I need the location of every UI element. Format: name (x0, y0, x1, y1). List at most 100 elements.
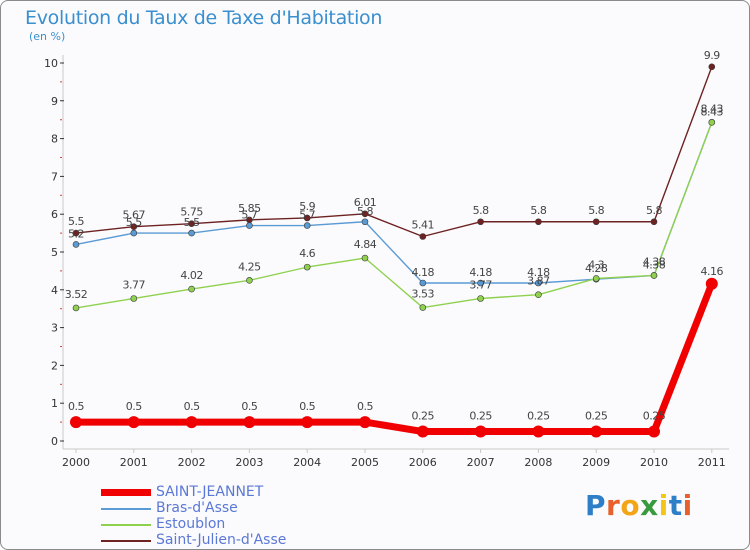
data-label: 4.02 (180, 269, 203, 282)
data-point (127, 416, 140, 429)
data-label: 5.5 (126, 216, 142, 229)
logo-letter: i (682, 489, 693, 522)
data-label: 0.5 (241, 400, 257, 413)
data-label: 0.25 (643, 410, 666, 423)
data-label: 8.43 (701, 105, 724, 118)
data-point (243, 416, 256, 429)
y-tick-label: 1 (51, 397, 58, 410)
y-tick-label: 6 (51, 208, 58, 221)
series-line-0 (72, 280, 716, 436)
data-label: 4.38 (643, 258, 666, 271)
data-point (361, 218, 369, 226)
proxiti-logo: Proxiti (585, 489, 693, 522)
data-point (592, 218, 600, 226)
data-point (301, 416, 314, 429)
logo-letter: o (620, 489, 641, 522)
data-point (592, 275, 600, 282)
data-point (705, 277, 718, 290)
data-label: 4.16 (701, 265, 724, 278)
y-tick-label: 9 (51, 95, 58, 108)
y-tick-label: 10 (44, 57, 58, 70)
data-label: 5.9 (299, 200, 315, 213)
x-tick-label: 2008 (524, 456, 552, 469)
data-label: 4.18 (527, 266, 550, 279)
data-point (72, 241, 80, 248)
data-label: 5.8 (473, 204, 489, 217)
x-tick-label: 2005 (351, 456, 379, 469)
chart-subtitle: (en %) (29, 30, 66, 43)
data-point (361, 254, 369, 262)
data-point (416, 425, 429, 438)
data-label: 5.2 (68, 227, 84, 240)
data-point (419, 304, 427, 311)
data-label: 4.18 (412, 266, 435, 279)
data-label: 3.53 (412, 288, 435, 301)
data-label: 5.8 (530, 204, 546, 217)
data-label: 0.5 (68, 400, 84, 413)
data-point (359, 416, 371, 429)
data-label: 5.41 (412, 219, 435, 232)
data-point (130, 229, 138, 237)
data-label: 5.8 (646, 204, 662, 217)
data-label: 3.77 (123, 278, 146, 291)
data-label: 4.38 (643, 255, 666, 268)
data-label: 5.8 (588, 204, 604, 217)
x-tick-label: 2009 (582, 456, 610, 469)
data-label: 4.18 (469, 266, 492, 279)
legend-label: SAINT-JEANNET (156, 484, 264, 500)
data-point (535, 279, 542, 287)
x-tick-label: 2006 (409, 456, 437, 469)
data-point (188, 229, 195, 237)
data-point (474, 425, 487, 438)
legend-item-estoublon: Estoublon (101, 516, 361, 532)
data-label: 8.43 (701, 102, 724, 115)
legend-label: Bras-d'Asse (156, 500, 238, 516)
data-label: 5.85 (238, 202, 261, 215)
data-label: 5.7 (299, 209, 315, 222)
data-point (535, 291, 542, 299)
data-label: 5.8 (357, 205, 373, 218)
data-label: 0.5 (357, 400, 373, 413)
x-tick-label: 2004 (293, 456, 321, 469)
y-tick-label: 5 (51, 246, 58, 259)
data-label: 4.3 (588, 258, 604, 271)
data-label: 5.5 (184, 216, 200, 229)
x-tick-label: 2007 (467, 456, 495, 469)
chart-title: Evolution du Taux de Taxe d'Habitation (25, 7, 383, 29)
data-point (419, 233, 427, 240)
data-point (303, 222, 311, 229)
data-label: 4.25 (238, 260, 261, 273)
data-point (188, 285, 195, 293)
y-tick-label: 8 (51, 133, 58, 146)
data-label: 0.5 (126, 400, 142, 413)
data-point (590, 425, 603, 438)
data-label: 3.87 (527, 275, 550, 288)
logo-letter: r (606, 489, 621, 522)
data-point (303, 263, 311, 271)
legend-item-bras-d-asse: Bras-d'Asse (101, 500, 361, 516)
legend-item-saint-jeannet: SAINT-JEANNET (101, 484, 361, 500)
data-label: 0.25 (469, 410, 492, 423)
series-line-1 (75, 121, 713, 284)
data-point (361, 210, 369, 218)
data-label: 5.5 (68, 215, 84, 228)
legend-item-saint-julien-d-asse: Saint-Julien-d'Asse (101, 532, 361, 548)
data-label: 4.28 (585, 262, 608, 275)
data-label: 9.9 (704, 49, 720, 62)
legend-swatch (101, 508, 151, 510)
x-tick-label: 2001 (120, 456, 148, 469)
data-point (650, 272, 658, 279)
logo-letter: i (658, 489, 669, 522)
y-tick-label: 0 (51, 435, 58, 448)
data-label: 0.5 (299, 400, 315, 413)
y-tick-label: 4 (51, 284, 58, 297)
data-label: 0.25 (412, 410, 435, 423)
data-point (650, 218, 658, 226)
data-point (72, 304, 80, 312)
data-label: 0.25 (585, 410, 608, 423)
data-label: 5.75 (180, 206, 203, 219)
legend-swatch (101, 540, 151, 542)
data-label: 6.01 (354, 196, 377, 209)
data-point (419, 279, 427, 287)
